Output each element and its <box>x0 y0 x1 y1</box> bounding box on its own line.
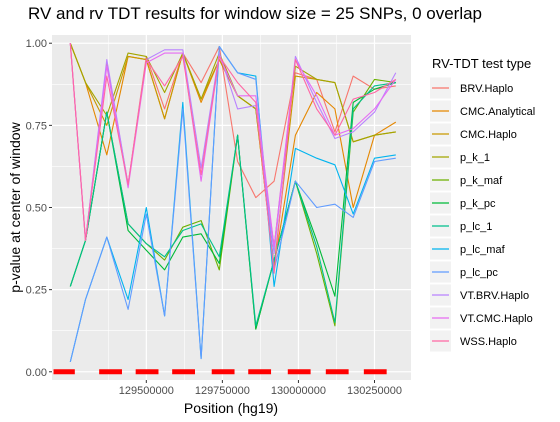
series-line-WSS.Haplo <box>69 43 397 274</box>
x-tick-label: 129750000 <box>195 385 250 397</box>
x-tick-label: 130000000 <box>271 385 326 397</box>
series-lines <box>69 43 397 363</box>
legend-label: p_lc_1 <box>460 221 492 233</box>
y-tick-label: 0.00 <box>26 367 47 379</box>
series-line-p_lc_pc <box>69 45 396 363</box>
legend-label: p_k_pc <box>460 198 496 210</box>
x-axis-title: Position (hg19) <box>184 400 278 416</box>
chart-title: RV and rv TDT results for window size = … <box>28 4 482 23</box>
series-line-p_lc_1 <box>69 82 396 327</box>
y-tick-label: 0.75 <box>26 120 47 132</box>
y-axis-title: p-value at center of window <box>7 121 23 292</box>
series-line-p_k_1 <box>69 43 396 248</box>
legend-label: WSS.Haplo <box>460 336 517 348</box>
legend: RV-TDT test type BRV.Haplo CMC.Analytical… <box>430 56 535 352</box>
legend-label: BRV.Haplo <box>460 83 513 95</box>
x-tick-label: 130250000 <box>347 385 402 397</box>
legend-label: p_k_1 <box>460 152 490 164</box>
legend-label: p_lc_pc <box>460 267 498 279</box>
y-tick-label: 1.00 <box>26 38 47 50</box>
legend-label: VT.BRV.Haplo <box>460 290 529 302</box>
axis-ticks: 0.00 0.25 0.50 0.75 1.00 129500000 129750000 13… <box>26 38 402 397</box>
legend-label: p_k_maf <box>460 175 503 187</box>
y-tick-label: 0.50 <box>26 203 47 215</box>
y-tick-label: 0.25 <box>26 285 47 297</box>
legend-title: RV-TDT test type <box>432 56 531 71</box>
legend-label: CMC.Analytical <box>460 106 535 118</box>
legend-label: CMC.Haplo <box>460 129 517 141</box>
legend-label: VT.CMC.Haplo <box>460 313 533 325</box>
x-tick-label: 129500000 <box>119 385 174 397</box>
legend-label: p_lc_maf <box>460 244 506 256</box>
